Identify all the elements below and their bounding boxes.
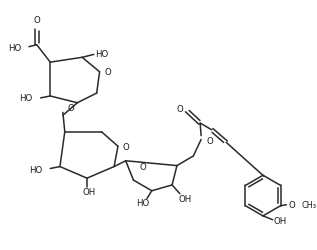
Text: O: O xyxy=(68,104,74,113)
Text: OH: OH xyxy=(274,216,287,225)
Text: CH₃: CH₃ xyxy=(302,200,317,209)
Text: HO: HO xyxy=(29,165,42,174)
Text: O: O xyxy=(104,68,111,77)
Text: OH: OH xyxy=(82,188,96,196)
Text: HO: HO xyxy=(8,44,21,53)
Text: O: O xyxy=(123,142,130,151)
Text: O: O xyxy=(140,162,146,171)
Text: O: O xyxy=(207,136,214,145)
Text: HO: HO xyxy=(95,50,108,59)
Text: O: O xyxy=(288,200,295,209)
Text: HO: HO xyxy=(137,198,150,207)
Text: O: O xyxy=(177,105,183,114)
Text: OH: OH xyxy=(178,194,191,203)
Text: O: O xyxy=(33,16,40,25)
Text: HO: HO xyxy=(20,94,33,103)
